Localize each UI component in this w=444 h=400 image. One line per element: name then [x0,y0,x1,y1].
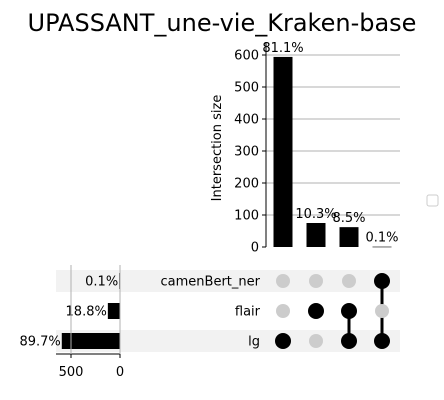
set-name-label: lg [248,335,260,350]
set-size-axis: 500 0 [56,265,124,380]
matrix-dot-inactive [309,274,323,288]
matrix-dot-inactive [276,274,290,288]
y-tick-label: 600 [234,49,259,64]
intersection-bars [273,56,392,248]
intersection-bar-label: 8.5% [332,211,365,226]
y-tick-label: 100 [234,209,259,224]
matrix-dot-inactive [342,274,356,288]
matrix-dot-active [374,273,390,289]
set-size-bar [61,333,120,349]
intersection-bar-labels: 81.1% 10.3%8.5%0.1% [262,41,398,246]
intersection-bar [273,56,293,247]
set-size-label: 0.1% [85,275,118,290]
intersection-bar-label: 81.1% [262,41,303,56]
intersection-y-axis: 0 100 200 300 400 500 600 [234,42,267,256]
matrix-dot-inactive [375,304,389,318]
set-size-bars: 0.1% 18.8% 89.7% [19,273,120,350]
set-name-label: flair [235,305,261,320]
y-tick-label: 300 [234,145,259,160]
set-axis-tick-label: 500 [59,365,84,380]
set-size-label: 18.8% [66,305,107,320]
matrix-dot-active [308,303,324,319]
intersection-bar [339,227,359,247]
y-tick-label: 200 [234,177,259,192]
set-name-label: camenBert_ner [161,275,261,290]
intersection-bar-label: 10.3% [295,207,336,222]
matrix-dot-active [341,333,357,349]
y-axis-label: Intersection size [210,95,225,202]
chart-title: UPASSANT_une-vie_Kraken-base [28,9,417,37]
y-tick-label: 500 [234,81,259,96]
matrix-dot-active [341,303,357,319]
matrix-dot-inactive [276,304,290,318]
set-axis-tick-label: 0 [116,365,124,380]
membership-matrix [275,273,390,349]
set-size-bar [107,303,120,319]
matrix-dot-active [374,333,390,349]
set-size-label: 89.7% [19,335,60,350]
matrix-dot-inactive [309,334,323,348]
intersection-bar [306,223,326,247]
y-tick-label: 0 [251,241,259,256]
matrix-dot-active [275,333,291,349]
y-tick-label: 400 [234,113,259,128]
legend-box [426,194,439,207]
intersection-bar [372,246,392,248]
intersection-bar-label: 0.1% [365,231,398,246]
